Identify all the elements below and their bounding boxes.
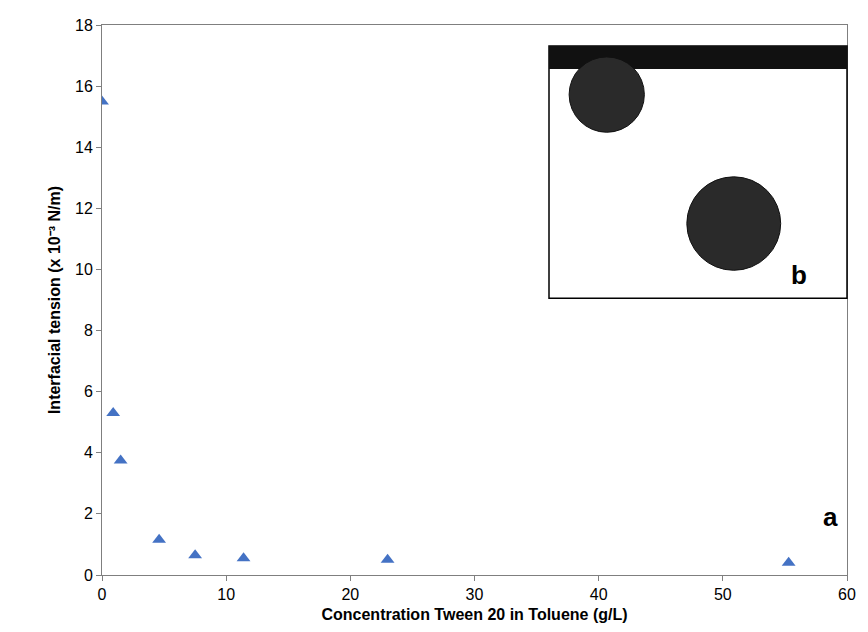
- svg-text:Interfacial tension (x 10⁻³ N/: Interfacial tension (x 10⁻³ N/m): [46, 186, 63, 414]
- svg-text:50: 50: [714, 586, 732, 603]
- svg-text:10: 10: [75, 261, 93, 278]
- svg-text:Concentration Tween 20 in Tolu: Concentration Tween 20 in Toluene (g/L): [321, 606, 627, 623]
- svg-text:6: 6: [84, 383, 93, 400]
- svg-text:12: 12: [75, 200, 93, 217]
- svg-text:b: b: [791, 260, 807, 290]
- svg-text:18: 18: [75, 17, 93, 34]
- svg-text:0: 0: [84, 567, 93, 584]
- svg-text:10: 10: [217, 586, 235, 603]
- svg-text:0: 0: [98, 586, 107, 603]
- svg-text:20: 20: [341, 586, 359, 603]
- svg-text:40: 40: [590, 586, 608, 603]
- svg-text:60: 60: [838, 586, 856, 603]
- svg-text:2: 2: [84, 505, 93, 522]
- svg-text:14: 14: [75, 139, 93, 156]
- svg-text:4: 4: [84, 444, 93, 461]
- svg-text:a: a: [823, 502, 838, 532]
- svg-text:16: 16: [75, 78, 93, 95]
- svg-text:30: 30: [466, 586, 484, 603]
- svg-text:8: 8: [84, 322, 93, 339]
